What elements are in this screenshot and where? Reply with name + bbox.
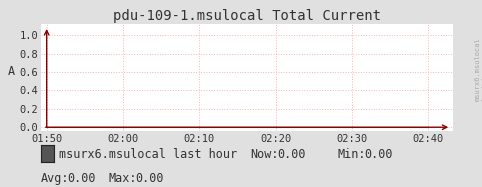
Text: Max:: Max: <box>108 172 137 185</box>
Text: Now:: Now: <box>251 148 279 161</box>
Text: msurx6.msulocal
last hour: msurx6.msulocal last hour <box>475 37 482 101</box>
Text: Min:: Min: <box>337 148 366 161</box>
Text: 0.00: 0.00 <box>67 172 96 185</box>
Y-axis label: A: A <box>8 65 14 78</box>
Title: pdu-109-1.msulocal Total Current: pdu-109-1.msulocal Total Current <box>113 9 381 23</box>
Text: 0.00: 0.00 <box>364 148 392 161</box>
Text: 0.00: 0.00 <box>135 172 163 185</box>
Text: msurx6.msulocal last hour: msurx6.msulocal last hour <box>59 148 238 161</box>
Text: Avg:: Avg: <box>41 172 69 185</box>
Text: 0.00: 0.00 <box>277 148 306 161</box>
